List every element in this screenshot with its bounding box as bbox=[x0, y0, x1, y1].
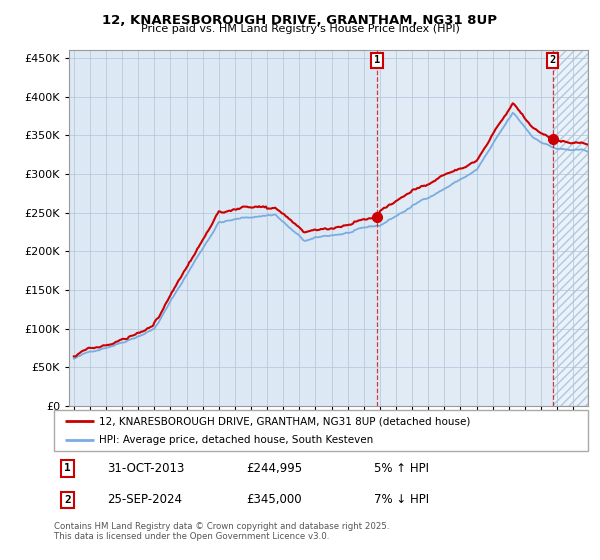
Text: 7% ↓ HPI: 7% ↓ HPI bbox=[374, 493, 430, 506]
Text: 1: 1 bbox=[64, 464, 71, 473]
Text: 5% ↑ HPI: 5% ↑ HPI bbox=[374, 462, 430, 475]
Text: £244,995: £244,995 bbox=[246, 462, 302, 475]
Text: 31-OCT-2013: 31-OCT-2013 bbox=[107, 462, 185, 475]
Text: Price paid vs. HM Land Registry's House Price Index (HPI): Price paid vs. HM Land Registry's House … bbox=[140, 24, 460, 34]
Text: HPI: Average price, detached house, South Kesteven: HPI: Average price, detached house, Sout… bbox=[100, 435, 374, 445]
FancyBboxPatch shape bbox=[54, 410, 588, 451]
Text: 2: 2 bbox=[64, 495, 71, 505]
Text: 12, KNARESBOROUGH DRIVE, GRANTHAM, NG31 8UP: 12, KNARESBOROUGH DRIVE, GRANTHAM, NG31 … bbox=[103, 14, 497, 27]
Text: Contains HM Land Registry data © Crown copyright and database right 2025.
This d: Contains HM Land Registry data © Crown c… bbox=[54, 522, 389, 542]
Text: 2: 2 bbox=[550, 55, 556, 66]
Text: 1: 1 bbox=[374, 55, 380, 66]
Text: £345,000: £345,000 bbox=[246, 493, 302, 506]
Text: 25-SEP-2024: 25-SEP-2024 bbox=[107, 493, 182, 506]
Text: 12, KNARESBOROUGH DRIVE, GRANTHAM, NG31 8UP (detached house): 12, KNARESBOROUGH DRIVE, GRANTHAM, NG31 … bbox=[100, 417, 471, 426]
